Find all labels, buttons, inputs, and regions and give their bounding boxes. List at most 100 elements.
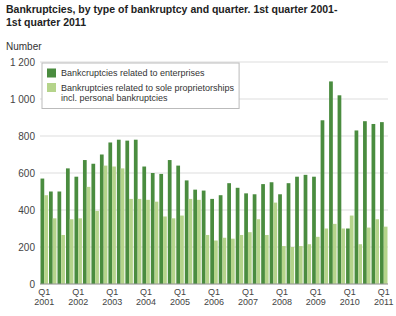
bar [138, 199, 142, 284]
bar [53, 218, 57, 284]
bar [91, 164, 95, 284]
text-line: Q1 [208, 287, 220, 297]
bar [265, 235, 269, 284]
bar [341, 229, 345, 285]
text-line: Q1 [276, 287, 288, 297]
x-tick-label: Q12007 [238, 287, 258, 307]
bar [57, 192, 61, 285]
text-line: Q1 [140, 287, 152, 297]
bar [261, 184, 265, 284]
chart: Bankruptcies, by type of bankruptcy and … [0, 0, 396, 316]
legend-box [42, 63, 239, 109]
text-line: 2008 [272, 297, 292, 307]
bar [197, 200, 201, 284]
text-line: 2007 [238, 297, 258, 307]
x-tick-label: Q12004 [136, 287, 156, 307]
grid-line [40, 136, 388, 137]
text-line: Q1 [72, 287, 84, 297]
bar [358, 244, 362, 284]
bar [61, 235, 65, 284]
bar [100, 155, 104, 285]
bar [210, 199, 214, 284]
text-line: Q1 [38, 287, 50, 297]
text-line: Q1 [344, 287, 356, 297]
x-tick-label: Q12003 [102, 287, 122, 307]
bar [159, 174, 163, 284]
grid [40, 62, 388, 284]
text-line: 1st quarter 2011 [6, 16, 86, 28]
bar [44, 195, 48, 284]
bar [363, 121, 367, 284]
bar [278, 194, 282, 284]
text-line: 2006 [204, 297, 224, 307]
bar [219, 195, 223, 284]
x-tick-label: Q12005 [170, 287, 190, 307]
y-tick-label: 1 200 [10, 57, 35, 68]
bar [134, 140, 138, 284]
text-line: Bankruptcies, by type of bankruptcy and … [6, 3, 338, 15]
text-line: Q1 [310, 287, 322, 297]
bar [202, 191, 206, 284]
x-tick-label: Q12009 [306, 287, 326, 307]
y-tick-label: 400 [18, 205, 35, 216]
bar [49, 192, 53, 285]
bar [375, 219, 379, 284]
bar [172, 218, 176, 284]
bar [214, 241, 218, 284]
bar [193, 190, 197, 284]
x-tick-label: Q12006 [204, 287, 224, 307]
y-tick-label: 800 [18, 131, 35, 142]
bar [239, 235, 243, 284]
text-line: Q1 [106, 287, 118, 297]
legend-label: Bankcruptcies related to enterprises [61, 68, 205, 78]
bar [290, 247, 294, 284]
bar [206, 235, 210, 284]
bar [295, 177, 299, 284]
legend-swatch [47, 69, 56, 78]
grid-line [40, 284, 388, 285]
bar [367, 228, 371, 284]
y-tick-label: 1 000 [10, 94, 35, 105]
bar [282, 246, 286, 284]
bar [125, 141, 129, 284]
bar [287, 183, 291, 284]
bar [66, 168, 70, 284]
x-tick-label: Q12001 [34, 287, 54, 307]
bar [180, 216, 184, 284]
bar [70, 219, 74, 284]
y-tick-label: 0 [29, 279, 35, 290]
bar [129, 199, 133, 284]
y-tick-label: 200 [18, 242, 35, 253]
bar [355, 130, 359, 284]
legend: Bankcruptcies related to enterprises Bank… [42, 63, 239, 109]
bar [256, 219, 260, 284]
bar [108, 142, 112, 284]
text-line: 2002 [68, 297, 88, 307]
text-line: Bankcruptcies related to enterprises [61, 68, 205, 78]
bar [372, 124, 376, 284]
bar [324, 229, 328, 285]
text-line: 2003 [102, 297, 122, 307]
bar [312, 177, 316, 284]
bar [112, 167, 116, 284]
bar [304, 175, 308, 284]
bar [117, 140, 121, 284]
text-line: 2009 [306, 297, 326, 307]
bar [74, 177, 78, 284]
y-tick-label: 600 [18, 168, 35, 179]
text-line: 2004 [136, 297, 156, 307]
text-line: 2010 [340, 297, 360, 307]
bar [253, 194, 257, 284]
bar [155, 202, 159, 284]
bar [248, 232, 252, 284]
bar [176, 166, 180, 284]
x-tick-label: Q12011 [374, 287, 393, 307]
bar [273, 203, 277, 284]
text-line: Bankruptcies related to sole proprietors… [61, 83, 235, 93]
text-line: 2001 [34, 297, 54, 307]
bar [189, 199, 193, 284]
bar [329, 81, 333, 284]
bar [333, 224, 337, 284]
bar [307, 244, 311, 284]
bar [380, 122, 384, 284]
